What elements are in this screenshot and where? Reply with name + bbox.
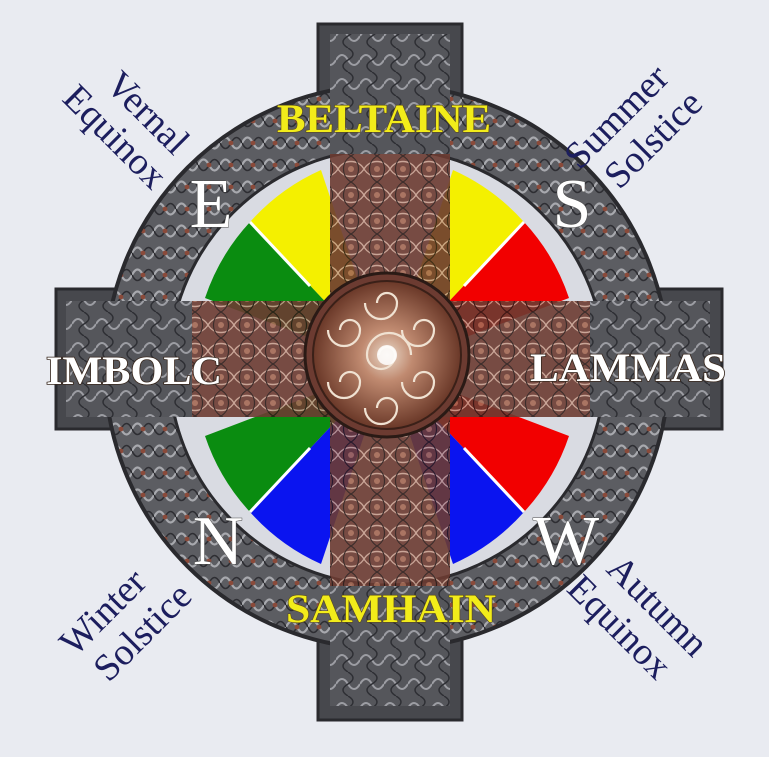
direction-top-right-letter: S (553, 166, 592, 243)
festival-bottom-label: SAMHAIN (286, 586, 496, 631)
direction-top-left-letter: E (190, 166, 233, 243)
direction-bottom-right-letter: W (533, 503, 599, 580)
festival-right-label: LAMMAS (530, 345, 726, 390)
festival-top-label: BELTAINE (277, 96, 491, 141)
direction-bottom-left-letter: N (193, 503, 244, 580)
festival-left-label: IMBOLC (46, 348, 222, 393)
event-bottom-left: Winter Solstice (52, 561, 201, 690)
triskele-spiral-icon (303, 271, 471, 439)
celtic-cross-icon (66, 34, 710, 706)
